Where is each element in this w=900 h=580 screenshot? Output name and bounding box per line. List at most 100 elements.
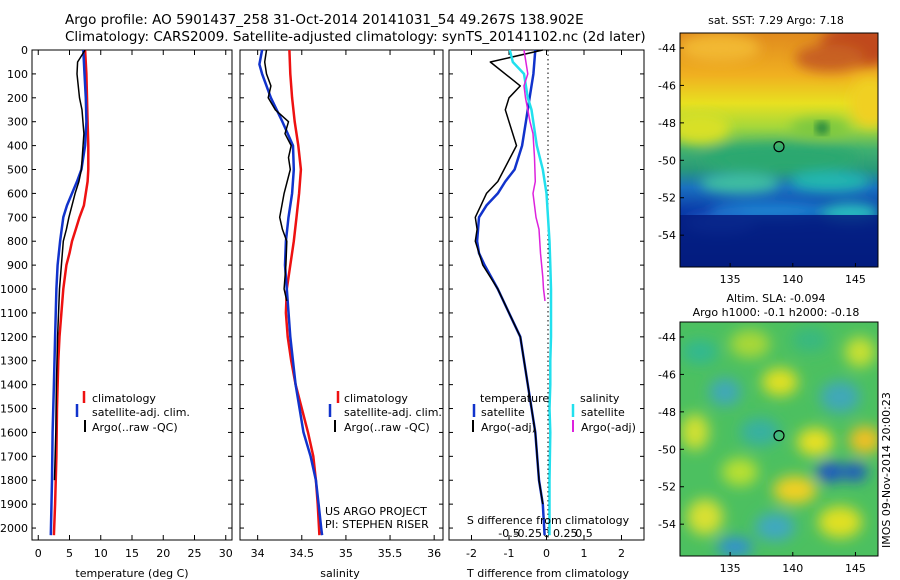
x-tick-label: 25 xyxy=(188,547,202,560)
s-diff-tick-label: 0.5 xyxy=(575,527,593,540)
map-y-tick-label: -52 xyxy=(658,481,676,494)
y-tick-label: 1700 xyxy=(0,450,28,463)
y-tick-label: 900 xyxy=(7,259,28,272)
map-x-tick-label: 135 xyxy=(720,562,741,575)
salinity-x-label: salinity xyxy=(320,567,360,580)
map-y-tick-label: -54 xyxy=(658,518,676,531)
temperature-panel: 0 5 10 15 20 25 300100200300400500600700800900… xyxy=(0,44,233,580)
x-tick-label: 1 xyxy=(581,547,588,560)
difference-legend: temperature satellite Argo(-adj) salinit… xyxy=(472,392,636,434)
temperature-series xyxy=(49,49,90,536)
x-tick-label: 0 xyxy=(543,547,550,560)
temperature-axis-ticks: 0 5 10 15 20 25 300100200300400500600700800900… xyxy=(0,44,233,560)
map-y-tick-label: -44 xyxy=(658,331,676,344)
salinity-axis-ticks: 34 34.5 35 35.5 36 xyxy=(240,49,443,560)
y-tick-label: 400 xyxy=(7,140,28,153)
x-tick-label: 0 xyxy=(35,547,42,560)
satellite-adj-clim--line xyxy=(258,49,324,536)
sst-map-frame xyxy=(679,32,879,268)
temperature-legend-satellite: satellite-adj. clim. xyxy=(92,406,190,419)
y-tick-label: 1600 xyxy=(0,426,28,439)
y-tick-label: 300 xyxy=(7,116,28,129)
salinity-legend-climatology: climatology xyxy=(344,392,408,405)
map-x-tick-label: 140 xyxy=(782,273,803,286)
salinity-legend-argo: Argo(..raw -QC) xyxy=(344,421,430,434)
sla-map-axis-ticks: 135 140 145 -44 -46 -48 -50 -52 -54 xyxy=(658,331,866,575)
figure-title-line-2: Climatology: CARS2009. Satellite-adjuste… xyxy=(65,29,646,45)
x-tick-label: -1 xyxy=(504,547,515,560)
y-tick-label: 1300 xyxy=(0,355,28,368)
difference-axis-ticks: -2 -1 0 1 2 -0.5-0.25 0 0.250.5 xyxy=(449,49,644,560)
map-x-tick-label: 145 xyxy=(845,562,866,575)
x-tick-label: 5 xyxy=(66,547,73,560)
climatology-line xyxy=(52,49,90,536)
sla-map-subtitle: Argo h1000: -0.1 h2000: -0.18 xyxy=(693,306,860,319)
s-diff-tick-label: 0.25 xyxy=(553,527,578,540)
sla-map-title: Altim. SLA: -0.094 xyxy=(726,292,825,305)
y-tick-label: 800 xyxy=(7,235,28,248)
map-y-tick-label: -48 xyxy=(658,117,676,130)
sst-heatmap xyxy=(680,33,878,267)
y-tick-label: 1100 xyxy=(0,307,28,320)
y-tick-label: 1500 xyxy=(0,403,28,416)
temperature-legend-argo: Argo(..raw -QC) xyxy=(92,421,178,434)
map-x-tick-label: 140 xyxy=(782,562,803,575)
s-difference-label: S difference from climatology xyxy=(467,514,630,527)
difference-series xyxy=(474,49,553,536)
legend-salinity-argo: Argo(-adj) xyxy=(581,421,636,434)
map-y-tick-label: -48 xyxy=(658,406,676,419)
y-tick-label: 2000 xyxy=(0,522,28,535)
x-tick-label: 36 xyxy=(427,547,441,560)
s-diff-tick-label: -0.25 xyxy=(514,527,542,540)
y-tick-label: 1800 xyxy=(0,474,28,487)
map-y-tick-label: -54 xyxy=(658,229,676,242)
map-y-tick-label: -44 xyxy=(658,42,676,55)
salinity-satellite-line xyxy=(508,49,553,536)
y-tick-label: 700 xyxy=(7,211,28,224)
salinity-panel: 34 34.5 35 35.5 36 salinity climatology sate… xyxy=(239,49,444,580)
sst-map-axis-ticks: 135 140 145 -44 -46 -48 -50 -52 -54 xyxy=(658,42,866,286)
difference-plot-frame xyxy=(448,49,645,541)
x-tick-label: 2 xyxy=(618,547,625,560)
temperature-plot-frame xyxy=(31,49,233,541)
map-x-tick-label: 145 xyxy=(845,273,866,286)
y-tick-label: 0 xyxy=(21,44,28,57)
salinity-legend-satellite: satellite-adj. clim. xyxy=(344,406,442,419)
y-tick-label: 1900 xyxy=(0,498,28,511)
y-tick-label: 100 xyxy=(7,68,28,81)
x-tick-label: 35 xyxy=(339,547,353,560)
x-tick-label: 34 xyxy=(251,547,265,560)
salinity-series xyxy=(258,49,324,536)
s-diff-tick-label: 0 xyxy=(543,527,550,540)
t-difference-label: T difference from climatology xyxy=(466,567,629,580)
y-tick-label: 1400 xyxy=(0,379,28,392)
legend-temperature-title: temperature xyxy=(480,392,549,405)
map-y-tick-label: -52 xyxy=(658,192,676,205)
x-tick-label: 10 xyxy=(94,547,108,560)
argo-raw-qc--line xyxy=(53,49,86,481)
sla-map-panel: Altim. SLA: -0.094 Argo h1000: -0.1 h200… xyxy=(658,292,879,575)
temperature-legend: climatology satellite-adj. clim. Argo(..… xyxy=(75,391,190,434)
pi-annotation: PI: STEPHEN RISER xyxy=(325,518,429,531)
legend-salinity-title: salinity xyxy=(580,392,620,405)
sst-map-panel: sat. SST: 7.29 Argo: 7.18 xyxy=(658,14,879,286)
legend-temperature-argo: Argo(-adj) xyxy=(481,421,536,434)
sla-map-frame xyxy=(679,321,879,557)
figure-title-line-1: Argo profile: AO 5901437_258 31-Oct-2014… xyxy=(65,12,584,28)
y-tick-label: 600 xyxy=(7,187,28,200)
y-tick-label: 200 xyxy=(7,92,28,105)
legend-salinity-satellite: satellite xyxy=(581,406,625,419)
y-tick-label: 1200 xyxy=(0,331,28,344)
salinity-legend: climatology satellite-adj. clim. Argo(..… xyxy=(328,391,442,434)
y-tick-label: 1000 xyxy=(0,283,28,296)
difference-panel: -2 -1 0 1 2 -0.5-0.25 0 0.250.5 S difference fr… xyxy=(448,49,645,580)
timestamp-stamp: IMOS 09-Nov-2014 20:00:23 xyxy=(880,392,893,548)
x-tick-label: 15 xyxy=(125,547,139,560)
salinity-plot-frame xyxy=(239,49,444,541)
sla-field-detail xyxy=(681,328,878,556)
s-diff-tick-label: -0.5 xyxy=(498,527,519,540)
map-x-tick-label: 135 xyxy=(720,273,741,286)
temperature-legend-climatology: climatology xyxy=(92,392,156,405)
x-tick-label: 30 xyxy=(219,547,233,560)
